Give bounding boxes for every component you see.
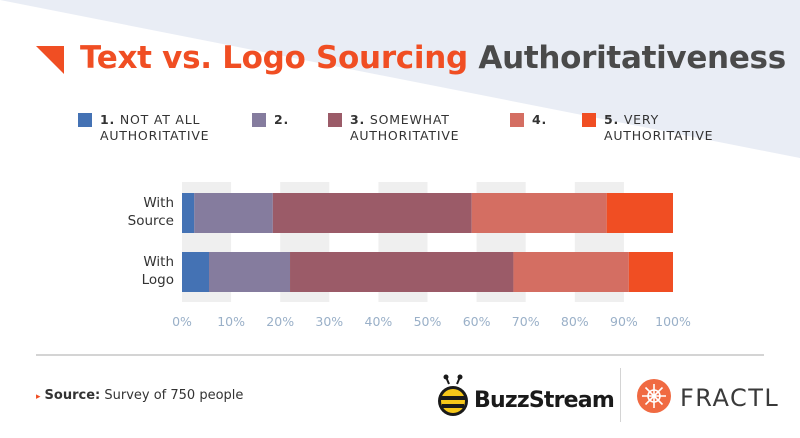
x-tick-label: 70% — [512, 314, 540, 329]
fractl-logo: FRACTL — [636, 378, 780, 418]
source-note: ▸ Source: Survey of 750 people — [36, 388, 243, 403]
footer-divider — [36, 354, 764, 356]
legend-swatch-1 — [78, 113, 92, 127]
category-label: With Source — [128, 195, 174, 229]
category-labels: With Source With Logo — [128, 195, 174, 288]
x-tick-label: 20% — [266, 314, 294, 329]
bar-segment — [628, 252, 673, 292]
x-tick-label: 50% — [414, 314, 442, 329]
fractl-burst-icon — [637, 379, 671, 413]
title-rest-text: Authoritativeness — [478, 40, 786, 76]
buzzstream-logo: BuzzStream — [436, 374, 615, 418]
x-tick-label: 90% — [610, 314, 638, 329]
bar-segment — [606, 193, 673, 233]
legend-swatch-3 — [328, 113, 342, 127]
x-tick-label: 100% — [655, 314, 691, 329]
x-axis-ticks: 0% 10% 20% 30% 40% 50% 60% 70% 80% 90% 100% — [172, 314, 691, 329]
legend-label-5: 5. VERY AUTHORITATIVE — [604, 112, 714, 143]
x-tick-label: 60% — [463, 314, 491, 329]
bar-segment — [471, 193, 607, 233]
bars — [182, 193, 673, 292]
title-accent-mark — [36, 46, 64, 74]
x-tick-label: 40% — [365, 314, 393, 329]
bar-segment — [194, 193, 273, 233]
chart-title: Text vs. Logo Sourcing Authoritativeness — [80, 40, 786, 76]
bar-segment — [290, 252, 514, 292]
legend-swatch-2 — [252, 113, 266, 127]
legend-label-4: 4. — [532, 112, 548, 127]
bar-segment — [209, 252, 291, 292]
bar-segment — [182, 193, 195, 233]
legend-label-2: 2. — [274, 112, 290, 127]
buzzstream-wordmark: BuzzStream — [474, 388, 615, 413]
source-arrow-icon: ▸ — [36, 392, 41, 402]
logo-divider — [620, 368, 621, 422]
legend-label-3: 3. SOMEWHAT AUTHORITATIVE — [350, 112, 460, 143]
x-tick-label: 10% — [217, 314, 245, 329]
x-tick-label: 80% — [561, 314, 589, 329]
legend-label-1: 1. NOT AT ALL AUTHORITATIVE — [100, 112, 210, 143]
source-label: Source: — [44, 388, 101, 403]
x-tick-label: 30% — [315, 314, 343, 329]
bar-segment — [513, 252, 629, 292]
title-accent-text: Text vs. Logo Sourcing — [80, 40, 468, 76]
source-text: Survey of 750 people — [104, 388, 244, 403]
bar-segment — [182, 252, 210, 292]
legend-swatch-5 — [582, 113, 596, 127]
x-tick-label: 0% — [172, 314, 192, 329]
category-label: With Logo — [142, 254, 174, 288]
fractl-wordmark: FRACTL — [680, 384, 780, 412]
legend-swatch-4 — [510, 113, 524, 127]
bee-icon — [438, 374, 468, 416]
bar-segment — [272, 193, 472, 233]
